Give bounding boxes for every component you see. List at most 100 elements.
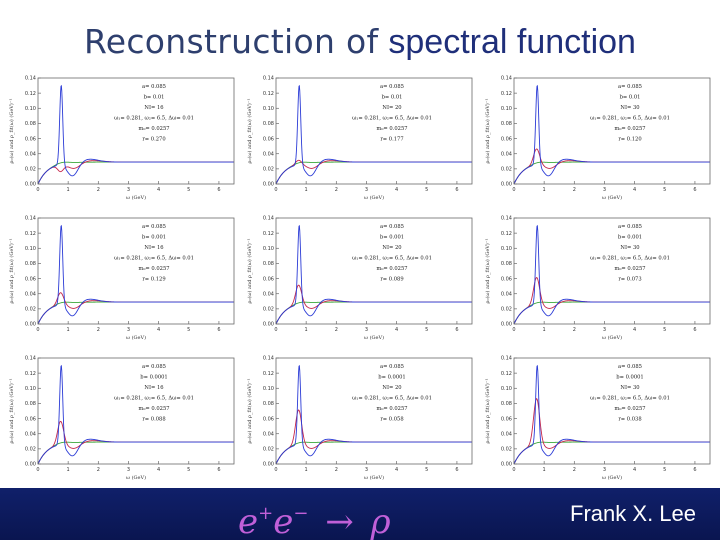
y-tick-label: 0.14 [501, 216, 512, 222]
y-tick-label: 0.14 [263, 356, 274, 362]
y-axis-label: ρ₀(ω) and ρ_fit(ω) (GeV)⁻¹ [8, 379, 15, 444]
parameter-annotation: ω₁= 0.281, ω₂= 6.5, Δω= 0.01 [114, 396, 194, 402]
x-tick-label: 3 [365, 467, 368, 473]
parameter-annotation: m₀= 0.0257 [614, 266, 645, 272]
parameter-annotation: NI= 20 [382, 245, 401, 251]
model-curve-blue [37, 364, 234, 465]
parameter-annotation: ω₁= 0.281, ω₂= 6.5, Δω= 0.01 [590, 396, 670, 402]
spectral-plot-panel: 0.00 0.02 0.04 0.06 0.08 0.10 0.12 0.14 0 1 2 3 4 5 6 ω… [242, 352, 478, 488]
parameter-annotation: a= 0.085 [380, 364, 404, 370]
x-tick-label: 3 [127, 327, 130, 333]
model-curve-blue [37, 84, 234, 185]
spectral-plot: 0.00 0.02 0.04 0.06 0.08 0.10 0.12 0.14 0 1 2 3 4 5 6 ω… [8, 356, 235, 481]
formula-positron: e [273, 502, 294, 540]
parameter-annotation: ω₁= 0.281, ω₂= 6.5, Δω= 0.01 [352, 396, 432, 402]
spectral-plot: 0.00 0.02 0.04 0.06 0.08 0.10 0.12 0.14 0 1 2 3 4 5 6 ω… [484, 76, 711, 201]
x-tick-label: 3 [365, 327, 368, 333]
parameter-annotation: r= 0.088 [142, 417, 165, 423]
parameter-annotation: a= 0.085 [142, 84, 166, 90]
y-tick-label: 0.08 [25, 261, 36, 267]
y-axis-label: ρ₀(ω) and ρ_fit(ω) (GeV)⁻¹ [8, 239, 15, 304]
y-axis-label: ρ₀(ω) and ρ_fit(ω) (GeV)⁻¹ [246, 239, 253, 304]
reaction-formula: e+e− → ρ [238, 488, 391, 540]
y-tick-label: 0.14 [25, 76, 36, 82]
y-tick-label: 0.02 [25, 447, 36, 453]
parameter-annotation: m₀= 0.0257 [376, 406, 407, 412]
y-tick-label: 0.12 [25, 91, 36, 97]
y-tick-label: 0.10 [25, 386, 36, 392]
y-tick-label: 0.12 [263, 231, 274, 237]
y-tick-label: 0.04 [25, 291, 36, 297]
y-tick-label: 0.04 [25, 151, 36, 157]
y-tick-label: 0.14 [501, 356, 512, 362]
plot-area [38, 358, 234, 464]
y-tick-label: 0.02 [25, 167, 36, 173]
y-tick-label: 0.12 [263, 91, 274, 97]
formula-electron: e [238, 502, 259, 540]
y-tick-label: 0.06 [25, 136, 36, 142]
plot-frame [513, 357, 711, 465]
y-axis-label: ρ₀(ω) and ρ_fit(ω) (GeV)⁻¹ [246, 379, 253, 444]
y-tick-label: 0.04 [263, 151, 274, 157]
plot-area [514, 358, 710, 464]
y-tick-label: 0.14 [263, 216, 274, 222]
y-tick-label: 0.10 [263, 106, 274, 112]
x-tick-label: 6 [693, 187, 696, 193]
x-tick-label: 5 [663, 327, 666, 333]
x-tick-label: 2 [335, 187, 338, 193]
parameter-annotation: r= 0.120 [618, 137, 641, 143]
figure-grid: 0.00 0.02 0.04 0.06 0.08 0.10 0.12 0.14 0 1 2 3 4 5 6 ω… [0, 72, 720, 488]
y-axis-label: ρ₀(ω) and ρ_fit(ω) (GeV)⁻¹ [484, 239, 491, 304]
y-tick-label: 0.04 [501, 151, 512, 157]
y-axis-label: ρ₀(ω) and ρ_fit(ω) (GeV)⁻¹ [484, 379, 491, 444]
y-tick-label: 0.12 [263, 371, 274, 377]
y-tick-label: 0.08 [263, 121, 274, 127]
x-tick-label: 4 [633, 187, 636, 193]
y-tick-label: 0.00 [501, 462, 512, 468]
x-tick-label: 5 [663, 467, 666, 473]
parameter-annotation: a= 0.085 [618, 224, 642, 230]
x-tick-label: 6 [217, 467, 220, 473]
x-tick-label: 2 [573, 187, 576, 193]
plot-frame [513, 77, 711, 185]
parameter-annotation: a= 0.085 [142, 364, 166, 370]
footer-bar: e+e− → ρ Frank X. Lee [0, 488, 720, 540]
parameter-annotation: NI= 30 [620, 245, 639, 251]
y-tick-label: 0.06 [25, 276, 36, 282]
x-axis-label: ω (GeV) [126, 194, 146, 201]
x-tick-label: 2 [97, 187, 100, 193]
x-tick-label: 6 [455, 187, 458, 193]
x-tick-label: 6 [217, 187, 220, 193]
y-tick-label: 0.10 [263, 246, 274, 252]
parameter-annotation: r= 0.073 [618, 277, 641, 283]
parameter-annotation: r= 0.038 [618, 417, 641, 423]
plot-frame [275, 217, 473, 325]
x-tick-label: 4 [157, 467, 160, 473]
y-tick-label: 0.02 [501, 307, 512, 313]
x-tick-label: 3 [127, 187, 130, 193]
x-tick-label: 2 [97, 467, 100, 473]
parameter-annotation: NI= 20 [382, 105, 401, 111]
parameter-annotation: r= 0.270 [142, 137, 165, 143]
y-tick-label: 0.12 [501, 231, 512, 237]
x-tick-label: 5 [425, 467, 428, 473]
y-tick-label: 0.00 [263, 182, 274, 188]
parameter-annotation: b= 0.01 [144, 95, 165, 101]
parameter-annotation: m₀= 0.0257 [138, 266, 169, 272]
spectral-plot-panel: 0.00 0.02 0.04 0.06 0.08 0.10 0.12 0.14 0 1 2 3 4 5 6 ω… [4, 212, 240, 348]
x-tick-label: 5 [425, 327, 428, 333]
x-tick-label: 1 [67, 467, 70, 473]
parameter-annotation: m₀= 0.0257 [138, 406, 169, 412]
y-tick-label: 0.04 [263, 291, 274, 297]
x-tick-label: 4 [395, 327, 398, 333]
plot-area [276, 218, 472, 324]
plot-frame [37, 217, 235, 325]
plot-frame [513, 217, 711, 325]
y-tick-label: 0.10 [25, 246, 36, 252]
y-tick-label: 0.00 [25, 462, 36, 468]
parameter-annotation: r= 0.177 [380, 137, 403, 143]
x-tick-label: 2 [97, 327, 100, 333]
y-tick-label: 0.00 [501, 182, 512, 188]
x-tick-label: 5 [187, 187, 190, 193]
y-tick-label: 0.04 [25, 431, 36, 437]
